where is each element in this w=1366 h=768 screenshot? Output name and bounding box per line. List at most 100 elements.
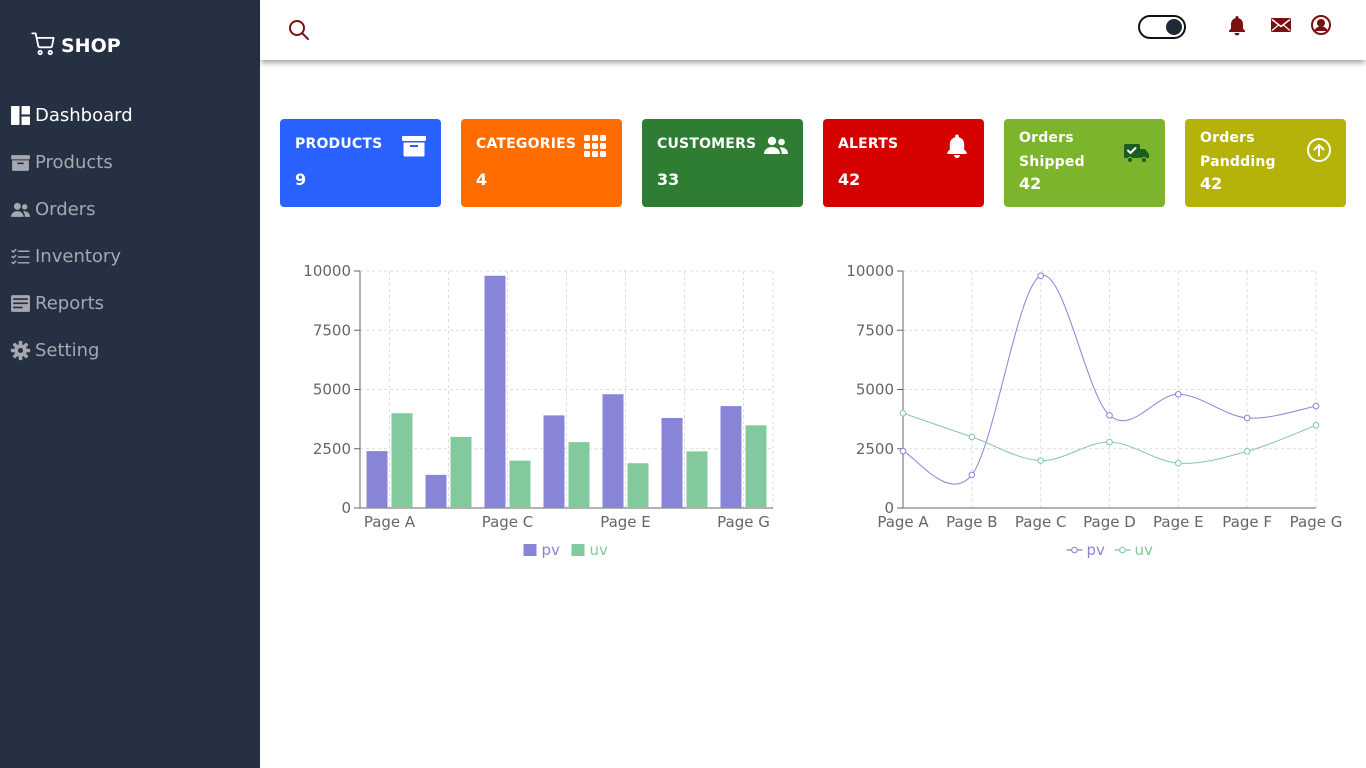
- sidebar-item-inventory[interactable]: Inventory: [0, 233, 260, 280]
- top-header: [260, 0, 1366, 60]
- card-title-line1: Orders: [1200, 130, 1255, 146]
- point-pv: [1243, 414, 1251, 422]
- card-customers[interactable]: CUSTOMERS 33: [642, 119, 803, 207]
- y-tick-label: 0: [884, 499, 894, 517]
- point-uv: [1243, 448, 1251, 455]
- x-tick-label: Page F: [1222, 513, 1272, 531]
- search-icon[interactable]: [288, 19, 310, 41]
- bar-pv: [543, 415, 565, 508]
- gear-icon: [10, 340, 31, 361]
- series-line-uv: [902, 412, 1317, 464]
- card-title: ALERTS: [838, 136, 899, 152]
- y-tick-label: 5000: [313, 381, 351, 399]
- toggle-knob: [1166, 19, 1182, 35]
- point-pv: [899, 447, 907, 455]
- card-title: CATEGORIES: [476, 136, 577, 152]
- bar-pv: [425, 474, 447, 508]
- sidebar-item-label: Inventory: [35, 246, 121, 267]
- x-tick-label: Page A: [877, 513, 929, 531]
- card-value: 4: [476, 170, 488, 189]
- card-title: PRODUCTS: [295, 136, 383, 152]
- card-value: 33: [657, 170, 680, 189]
- legend-swatch: [571, 544, 585, 556]
- card-title: Orders Pandding: [1200, 126, 1331, 174]
- line-chart-svg: 0 2500 5000 7500 10000 Page A Page B Page C Page…: [846, 262, 1343, 559]
- card-alerts[interactable]: ALERTS 42: [823, 119, 984, 207]
- cart-icon: [30, 30, 57, 62]
- line-chart: 0 2500 5000 7500 10000 Page A Page B Page C Page…: [833, 255, 1353, 575]
- card-title-line2: Shipped: [1019, 154, 1085, 170]
- bell-icon[interactable]: [1226, 14, 1248, 36]
- user-circle-icon[interactable]: [1310, 14, 1332, 36]
- bar-pv: [720, 406, 742, 508]
- bar-pv: [602, 394, 624, 508]
- bar-pv: [366, 451, 388, 508]
- theme-toggle[interactable]: [1138, 15, 1186, 39]
- point-pv: [1312, 402, 1320, 410]
- sidebar-item-label: Orders: [35, 199, 96, 220]
- y-tick-label: 10000: [846, 262, 894, 280]
- brand-name: SHOP: [61, 35, 121, 57]
- card-value: 42: [838, 170, 861, 189]
- bar-chart-svg: 0 2500 5000 7500 10000 Page A Page C Page E Page…: [303, 262, 774, 559]
- x-tick-label: Page E: [1153, 513, 1204, 531]
- bar-uv: [627, 463, 649, 508]
- x-tick-label: Page E: [600, 513, 651, 531]
- people-icon: [10, 199, 31, 220]
- y-tick-label: 7500: [313, 321, 351, 339]
- sidebar-item-label: Products: [35, 152, 113, 173]
- sidebar: SHOP Dashboard Products Orders Inventory: [0, 0, 260, 768]
- card-title: Orders Shipped: [1019, 126, 1150, 174]
- sidebar-item-label: Reports: [35, 293, 105, 314]
- legend-label: pv: [542, 541, 561, 559]
- point-uv: [1106, 438, 1113, 446]
- legend-marker: [1119, 546, 1126, 554]
- card-title-line2: Pandding: [1200, 154, 1276, 170]
- card-orders-shipped[interactable]: Orders Shipped 42: [1004, 119, 1165, 207]
- bar-uv: [686, 451, 708, 508]
- people-icon: [763, 133, 789, 159]
- summary-cards: PRODUCTS 9 CATEGORIES 4 CUSTOMERS 33 ALE…: [280, 119, 1346, 207]
- card-value: 42: [1200, 174, 1223, 193]
- dashboard-icon: [10, 105, 31, 126]
- x-tick-label: Page G: [717, 513, 770, 531]
- sidebar-item-dashboard[interactable]: Dashboard: [0, 92, 260, 139]
- sidebar-item-orders[interactable]: Orders: [0, 186, 260, 233]
- point-uv: [1037, 457, 1044, 464]
- bar-uv: [450, 436, 472, 508]
- report-list-icon: [10, 293, 31, 314]
- x-tick-label: Page C: [1015, 513, 1067, 531]
- point-uv: [1175, 459, 1182, 467]
- point-pv: [1037, 272, 1044, 280]
- mail-icon[interactable]: [1270, 14, 1292, 36]
- bell-icon: [944, 133, 970, 159]
- checklist-icon: [10, 246, 31, 267]
- card-orders-pandding[interactable]: Orders Pandding 42: [1185, 119, 1346, 207]
- arrow-up-circle-icon: [1306, 137, 1332, 163]
- legend-label: pv: [1087, 541, 1106, 559]
- truck-check-icon: [1123, 139, 1151, 167]
- grid-dots-icon: [582, 133, 608, 159]
- bar-uv: [568, 442, 590, 508]
- y-tick-label: 5000: [856, 381, 894, 399]
- brand[interactable]: SHOP: [30, 30, 121, 62]
- bar-pv: [484, 275, 506, 508]
- card-products[interactable]: PRODUCTS 9: [280, 119, 441, 207]
- point-pv: [968, 471, 976, 479]
- point-uv: [1312, 421, 1320, 429]
- x-tick-label: Page G: [1290, 513, 1343, 531]
- card-title-line1: Orders: [1019, 130, 1074, 146]
- bar-uv: [509, 460, 531, 508]
- sidebar-item-setting[interactable]: Setting: [0, 327, 260, 374]
- card-categories[interactable]: CATEGORIES 4: [461, 119, 622, 207]
- point-pv: [1106, 412, 1113, 419]
- point-uv: [899, 409, 907, 417]
- card-value: 42: [1019, 174, 1042, 193]
- sidebar-item-reports[interactable]: Reports: [0, 280, 260, 327]
- sidebar-item-products[interactable]: Products: [0, 139, 260, 186]
- legend-label: uv: [590, 541, 609, 559]
- point-uv: [968, 433, 976, 441]
- y-tick-label: 2500: [856, 440, 894, 458]
- point-pv: [1175, 390, 1182, 398]
- bar-chart: 0 2500 5000 7500 10000 Page A Page C Page E Page…: [290, 255, 810, 575]
